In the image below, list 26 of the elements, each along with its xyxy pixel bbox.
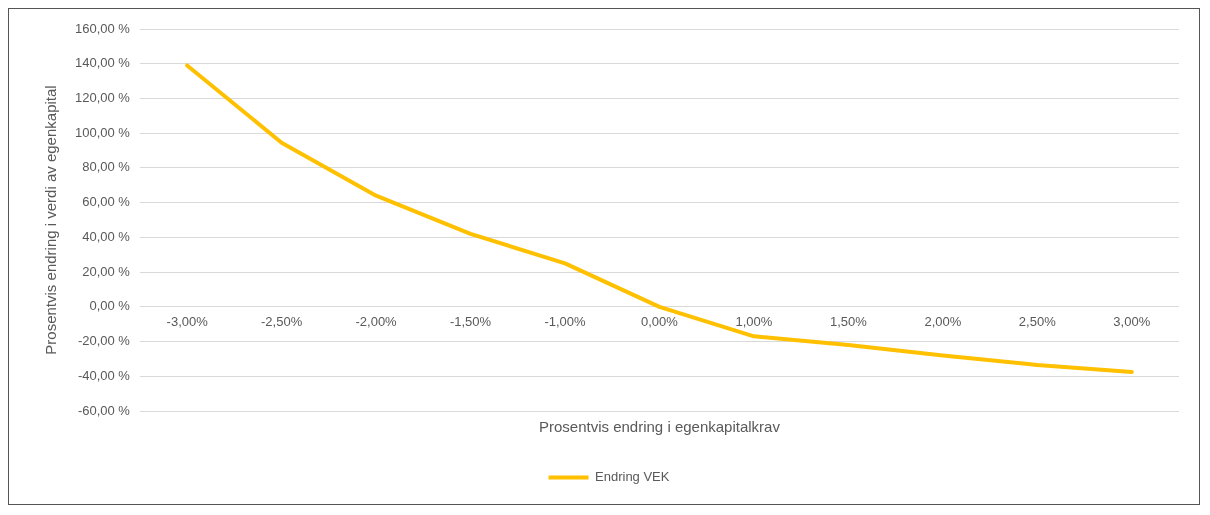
y-axis-title: Prosentvis endring i verdi av egenkapital (42, 85, 60, 355)
y-tick-label: 0,00 % (89, 298, 131, 314)
x-tick-label: -1,00% (544, 314, 587, 330)
y-tick-label: -40,00 % (77, 367, 131, 383)
y-tick-label: 40,00 % (82, 228, 131, 244)
x-tick-label: 3,00% (1113, 314, 1151, 330)
x-axis-title: Prosentvis endring i egenkapitalkrav (538, 418, 781, 436)
y-tick-label: 140,00 % (75, 55, 131, 71)
y-tick-label: 120,00 % (75, 90, 131, 106)
x-tick-label: -2,50% (261, 314, 303, 330)
y-tick-label: 100,00 % (75, 124, 131, 140)
y-tick-label: 160,00 % (75, 20, 131, 36)
x-tick-label: 0,00% (641, 314, 679, 330)
y-tick-label: 20,00 % (82, 263, 131, 279)
x-tick-label: -2,00% (355, 314, 398, 330)
legend-label: Endring VEK (595, 469, 670, 485)
y-tick-label: -20,00 % (77, 333, 131, 349)
x-tick-label: -1,50% (449, 314, 492, 330)
y-tick-label: -60,00 % (77, 402, 131, 418)
x-tick-label: 1,00% (735, 314, 773, 330)
x-tick-label: -3,00% (166, 314, 209, 330)
x-tick-label: 2,00% (924, 314, 962, 330)
y-tick-label: 80,00 % (82, 159, 131, 175)
x-tick-label: 1,50% (829, 314, 868, 330)
x-tick-label: 2,50% (1018, 314, 1057, 330)
y-tick-label: 60,00 % (82, 194, 131, 210)
